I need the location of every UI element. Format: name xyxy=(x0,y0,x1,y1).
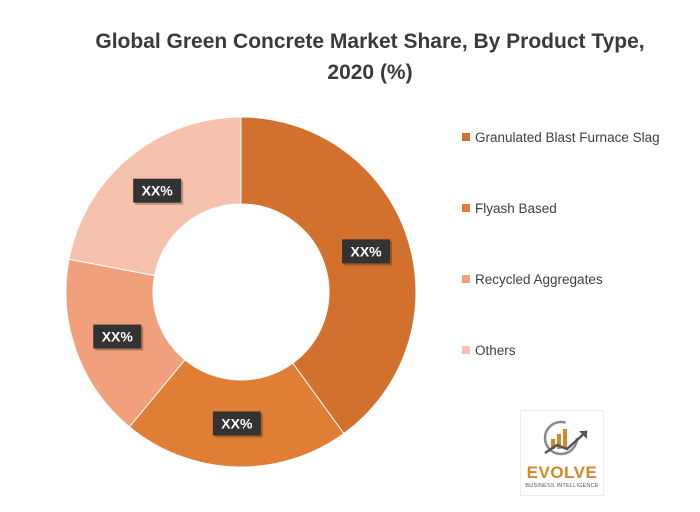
data-label-recycled-aggregates: XX% xyxy=(93,324,144,351)
data-label-flyash-based: XX% xyxy=(212,411,263,438)
logo-emblem-icon xyxy=(543,420,588,456)
legend-item-recycled-aggregates: Recycled Aggregates xyxy=(462,272,603,287)
donut-slice-granulated-blast-furnace-slag xyxy=(240,116,417,435)
legend-swatch xyxy=(462,275,470,283)
legend-item-granulated-blast-furnace-slag: Granulated Blast Furnace Slag xyxy=(462,130,660,145)
legend-label: Recycled Aggregates xyxy=(475,272,603,287)
legend-label: Others xyxy=(475,343,516,358)
legend-label: Flyash Based xyxy=(475,201,557,216)
chart-title: Global Green Concrete Market Share, By P… xyxy=(95,30,645,84)
data-label-granulated-blast-furnace-slag: XX% xyxy=(342,239,393,266)
evolve-logo: EVOLVE BUSINESS INTELLIGENCE xyxy=(520,410,604,496)
svg-text:XX%: XX% xyxy=(351,243,383,259)
svg-text:XX%: XX% xyxy=(221,415,253,431)
legend-swatch xyxy=(462,346,470,354)
legend-item-flyash-based: Flyash Based xyxy=(462,201,557,216)
legend-swatch xyxy=(462,133,470,141)
logo-brand: EVOLVE xyxy=(526,463,598,482)
svg-text:XX%: XX% xyxy=(142,183,174,199)
data-label-others: XX% xyxy=(133,178,184,205)
legend-swatch xyxy=(462,204,470,212)
logo-tagline: BUSINESS INTELLIGENCE xyxy=(525,483,599,489)
svg-text:XX%: XX% xyxy=(102,329,134,345)
legend-item-others: Others xyxy=(462,343,516,358)
legend-label: Granulated Blast Furnace Slag xyxy=(475,130,660,145)
